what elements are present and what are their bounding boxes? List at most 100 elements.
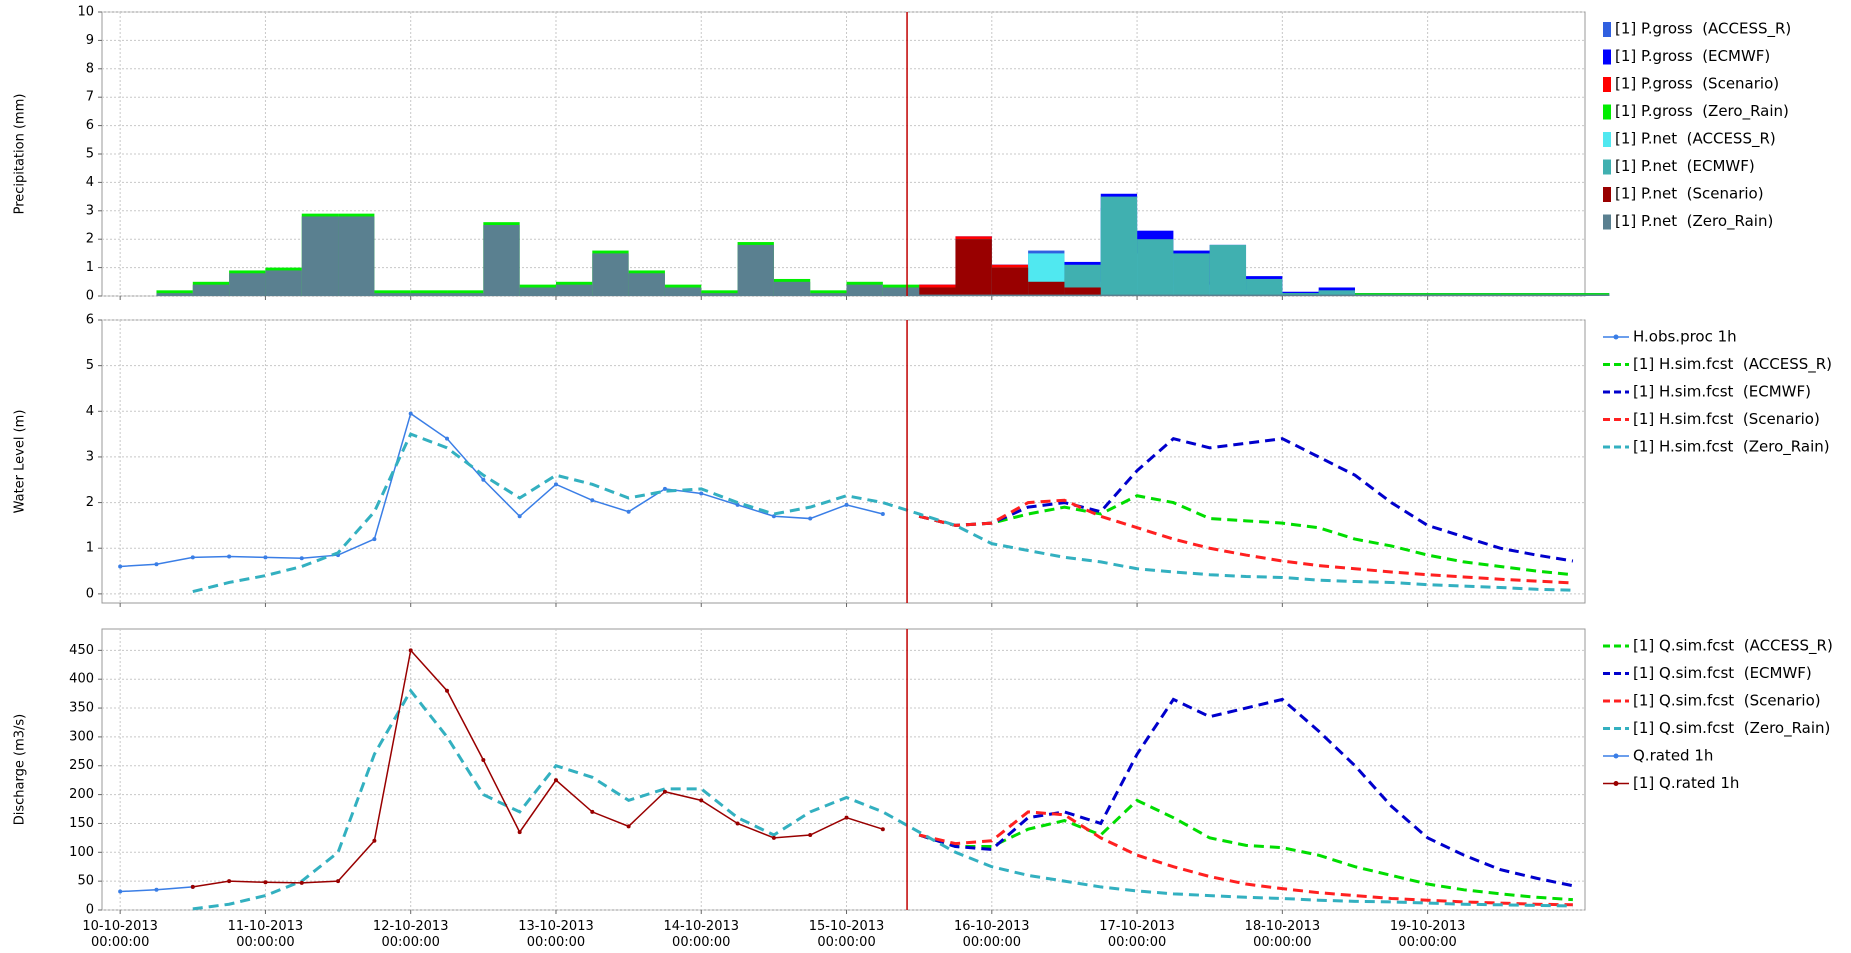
x-tick-label-line: 00:00:00 (817, 935, 875, 950)
series-line (918, 437, 1574, 563)
point-marker (735, 502, 740, 507)
precip-bar (882, 287, 920, 296)
legend-swatch (1603, 22, 1611, 37)
legend-label: [1] H.sim.fcst (ECMWF) (1633, 383, 1811, 401)
precip-bar (1246, 294, 1283, 296)
x-tick-label-line: 00:00:00 (236, 935, 294, 950)
x-tick-label: 16-10-2013 00:00:00 (954, 919, 1030, 950)
point-marker (408, 411, 413, 416)
y-tick-label: 350 (69, 701, 94, 716)
series-line (120, 412, 884, 568)
y-tick-label: 7 (86, 90, 94, 105)
legend-label: [1] P.gross (Zero_Rain) (1615, 102, 1789, 121)
series-line (192, 432, 1573, 594)
plot-area (101, 628, 1586, 911)
legend-swatch (1603, 77, 1611, 92)
precip-bar (1209, 294, 1247, 296)
legend-marker (1613, 781, 1619, 786)
point-marker (662, 789, 667, 794)
point-marker (154, 562, 159, 567)
precip-bar (156, 293, 193, 296)
point-marker (735, 821, 740, 826)
precip-bar (1137, 239, 1174, 296)
series-line (918, 494, 1574, 577)
point-marker (299, 880, 304, 885)
legend-swatch (1603, 187, 1611, 202)
legend-label: [1] P.net (Scenario) (1615, 185, 1764, 203)
x-tick-label-line: 17-10-2013 (1099, 919, 1175, 934)
point-marker (517, 514, 522, 519)
x-tick-label: 11-10-2013 00:00:00 (228, 919, 304, 950)
legend-label: H.obs.proc 1h (1633, 328, 1737, 346)
x-tick-label: 17-10-2013 00:00:00 (1099, 919, 1175, 950)
precip-bar (1173, 253, 1210, 296)
precip-bar (1318, 294, 1355, 296)
precip-bar (810, 293, 847, 296)
x-tick-label-line: 00:00:00 (1253, 935, 1311, 950)
point-marker (118, 564, 123, 569)
precip-bar (519, 287, 556, 296)
point-marker (808, 832, 813, 837)
y-tick-label: 0 (86, 586, 94, 601)
precip-bar (955, 294, 992, 296)
precip-bar (1463, 294, 1501, 296)
point-marker (445, 436, 450, 441)
x-tick-label-line: 12-10-2013 (373, 919, 449, 934)
legend-label: [1] P.gross (ACCESS_R) (1615, 20, 1791, 39)
precip-bar (1391, 294, 1428, 296)
y-tick-label: 100 (69, 845, 94, 860)
legend-marker (1613, 334, 1619, 340)
precip-bar (1028, 294, 1065, 296)
legend-swatch (1603, 49, 1611, 65)
point-marker (227, 554, 232, 559)
point-marker (553, 482, 558, 487)
precip-bar (1318, 290, 1355, 296)
y-tick-label: 3 (86, 203, 94, 218)
point-marker (372, 537, 377, 542)
x-tick-label-line: 00:00:00 (1398, 935, 1456, 950)
precip-bar (483, 225, 520, 296)
point-marker (263, 555, 268, 560)
legend-label: [1] Q.sim.fcst (Zero_Rain) (1633, 719, 1830, 738)
precip-bar (592, 253, 629, 296)
point-marker (553, 778, 558, 783)
y-tick-label: 10 (77, 5, 94, 20)
x-tick-label-line: 15-10-2013 (809, 919, 885, 934)
precip-bar (1173, 294, 1210, 296)
x-tick-label: 18-10-2013 00:00:00 (1245, 919, 1321, 950)
series-line (918, 697, 1574, 888)
precip-bar (1137, 294, 1174, 296)
y-tick-label: 0 (86, 289, 94, 304)
legend-label: [1] H.sim.fcst (ACCESS_R) (1633, 355, 1832, 374)
precip-bar (919, 294, 956, 296)
point-marker (590, 809, 595, 814)
x-tick-label-line: 14-10-2013 (663, 919, 739, 934)
point-marker (372, 838, 377, 843)
y-tick-label: 300 (69, 729, 94, 744)
series-line (918, 498, 1573, 585)
y-tick-label: 4 (86, 175, 94, 190)
y-axis-label: Discharge (m3/s) (13, 714, 28, 825)
y-axis-label: Water Level (m) (13, 410, 28, 514)
point-marker (699, 798, 704, 803)
y-tick-label: 5 (86, 147, 94, 162)
y-tick-label: 6 (86, 313, 94, 328)
y-tick-label: 5 (86, 358, 94, 373)
legend-swatch (1603, 159, 1611, 175)
y-tick-label: 4 (86, 404, 94, 419)
y-tick-label: 3 (86, 449, 94, 464)
precip-bar (1100, 294, 1138, 296)
precip-bar (955, 239, 992, 296)
legend-label: [1] Q.sim.fcst (Scenario) (1633, 692, 1821, 710)
precip-bar (1100, 196, 1138, 296)
point-marker (844, 815, 849, 820)
precip-bar (991, 267, 1029, 296)
x-tick-label-line: 00:00:00 (382, 935, 440, 950)
legend-label: [1] P.gross (ECMWF) (1615, 47, 1770, 65)
precip-bar (1064, 287, 1101, 296)
precip-bar (991, 294, 1029, 296)
point-marker (227, 879, 232, 884)
legend-label: [1] H.sim.fcst (Zero_Rain) (1633, 438, 1830, 457)
point-marker (190, 884, 195, 889)
point-marker (481, 477, 486, 482)
